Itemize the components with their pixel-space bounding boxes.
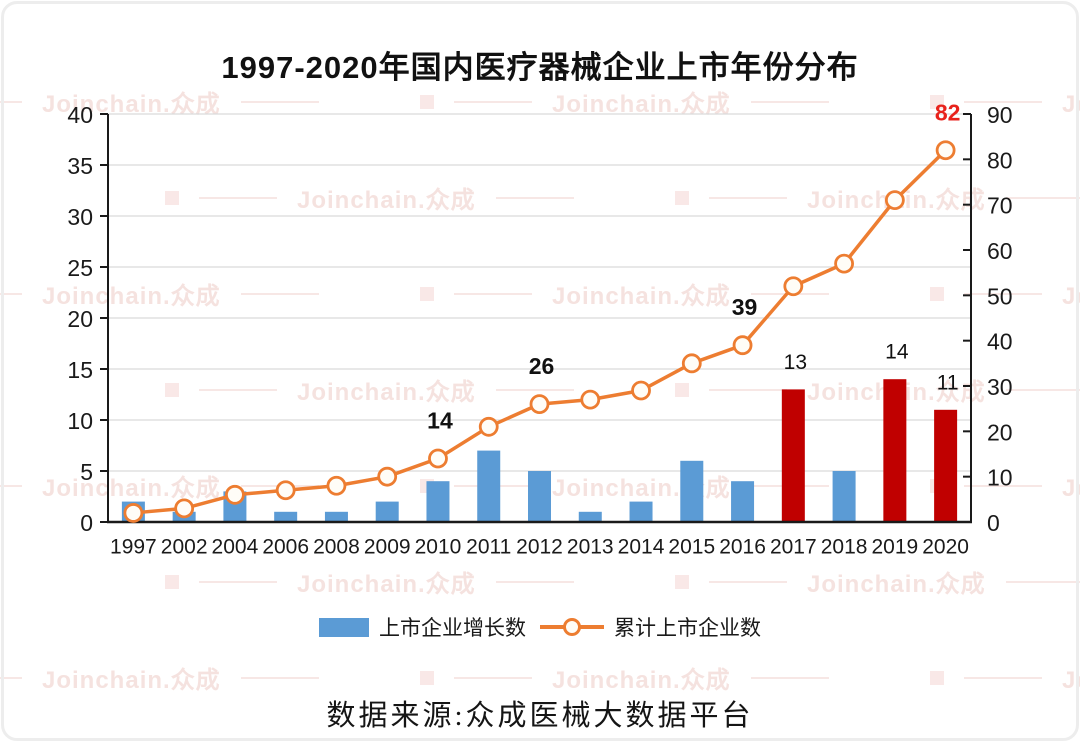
watermark-unit: Joinchain.众成 [675, 564, 1080, 599]
chart-title: 1997-2020年国内医疗器械企业上市年份分布 [221, 50, 859, 85]
x-tick-label-2004: 2004 [212, 536, 259, 559]
bar-2016 [731, 481, 755, 522]
left-tick-label: 10 [67, 408, 93, 434]
x-tick-label-2010: 2010 [415, 536, 462, 559]
line-marker-2014 [631, 380, 651, 401]
watermark-unit: Joinchain.众成 [165, 564, 574, 599]
bar-2011 [477, 450, 501, 522]
right-tick-label: 30 [987, 374, 1013, 400]
line-swatch [540, 618, 604, 636]
bar-2010 [426, 481, 450, 522]
legend-item-line: 累计上市企业数 [540, 612, 761, 642]
x-tick-label-2015: 2015 [668, 536, 715, 559]
line-marker-2009 [377, 466, 398, 487]
left-tick-label: 25 [67, 255, 93, 281]
left-tick-label: 15 [67, 357, 93, 383]
x-tick-label-2014: 2014 [618, 536, 665, 559]
left-tick-label: 20 [67, 306, 93, 332]
x-tick-label-2019: 2019 [871, 536, 918, 559]
x-tick-label-2013: 2013 [567, 536, 614, 559]
line-marker-2020 [935, 140, 956, 161]
right-tick-label: 10 [987, 465, 1013, 491]
legend: 上市企业增长数 累计上市企业数 [0, 612, 1080, 642]
x-tick-label-2017: 2017 [770, 536, 817, 559]
legend-item-bars: 上市企业增长数 [319, 612, 526, 642]
watermark-unit: Joinchain.众成 [420, 660, 829, 695]
bar-2013 [578, 511, 602, 522]
line-marker-2017 [783, 276, 804, 297]
line-marker-2006 [275, 480, 296, 501]
bar-2017 [781, 389, 805, 522]
line-marker-2019 [884, 190, 905, 211]
line-marker-2018 [834, 253, 854, 274]
right-tick-label: 0 [987, 510, 1000, 536]
right-tick-label: 90 [987, 102, 1013, 128]
data-source: 数据来源:众成医械大数据平台 [326, 700, 754, 732]
annotation-line-2012: 26 [529, 353, 555, 379]
right-tick-label: 80 [987, 147, 1013, 173]
x-tick-label-2016: 2016 [719, 536, 766, 559]
annotation-line-2016: 39 [732, 294, 758, 320]
bar-2009 [375, 501, 399, 522]
line-marker-2004 [225, 484, 245, 505]
left-tick-label: 30 [67, 204, 93, 230]
watermark-unit: Joinchain.众成 [930, 276, 1080, 311]
annotation-bar-2017: 13 [784, 351, 807, 374]
line-marker-2015 [681, 353, 702, 374]
line-marker-2010 [428, 448, 448, 469]
legend-label-bars: 上市企业增长数 [379, 617, 526, 640]
x-tick-label-2012: 2012 [516, 536, 563, 559]
left-tick-label: 35 [67, 153, 93, 179]
right-tick-label: 40 [987, 329, 1013, 355]
watermark-unit: Joinchain.众成 [930, 84, 1080, 119]
bar-swatch [319, 617, 369, 637]
bar-2020 [934, 409, 958, 522]
bar-2018 [832, 471, 856, 522]
left-tick-label: 0 [80, 510, 93, 536]
bar-2019 [883, 379, 907, 522]
left-tick-label: 5 [80, 459, 93, 485]
watermark-unit: Joinchain.众成 [0, 660, 319, 695]
right-tick-label: 50 [987, 283, 1013, 309]
line-marker-2016 [732, 335, 753, 356]
left-tick-label: 40 [67, 102, 93, 128]
cumulative-line [133, 149, 947, 515]
watermark-unit: Joinchain.众成 [165, 372, 574, 407]
watermark-unit: Joinchain.众成 [930, 660, 1080, 695]
watermark-unit: Joinchain.众成 [0, 276, 319, 311]
legend-label-line: 累计上市企业数 [614, 617, 761, 640]
watermark-unit: Joinchain.众成 [0, 468, 319, 503]
bar-2015 [680, 460, 704, 522]
annotation-bar-2020: 11 [937, 371, 959, 394]
x-tick-label-2011: 2011 [466, 536, 511, 559]
bar-2008 [324, 511, 348, 522]
x-tick-label-2006: 2006 [262, 536, 309, 559]
watermark-unit: Joinchain.众成 [165, 180, 574, 215]
line-marker-2013 [580, 389, 601, 410]
right-tick-label: 70 [987, 193, 1013, 219]
annotation-line-2020: 82 [935, 99, 961, 125]
annotation-bar-2019: 14 [885, 341, 909, 364]
line-marker-2008 [326, 475, 347, 496]
line-marker-2002 [174, 498, 195, 519]
bar-2012 [528, 471, 551, 522]
x-tick-label-1997: 1997 [110, 536, 157, 559]
right-tick-label: 60 [987, 238, 1013, 264]
x-tick-label-2009: 2009 [364, 536, 411, 559]
bar-2006 [274, 511, 298, 522]
annotation-line-2010: 14 [427, 408, 453, 434]
x-tick-label-2020: 2020 [922, 536, 969, 559]
right-tick-label: 20 [987, 419, 1013, 445]
line-marker-2012 [529, 394, 550, 415]
x-tick-label-2008: 2008 [313, 536, 360, 559]
line-marker-1997 [123, 503, 144, 523]
bar-2014 [629, 501, 653, 522]
x-tick-label-2018: 2018 [821, 536, 868, 559]
x-tick-label-2002: 2002 [161, 536, 208, 559]
line-marker-2011 [478, 416, 499, 437]
line-marker-dot [563, 618, 581, 636]
